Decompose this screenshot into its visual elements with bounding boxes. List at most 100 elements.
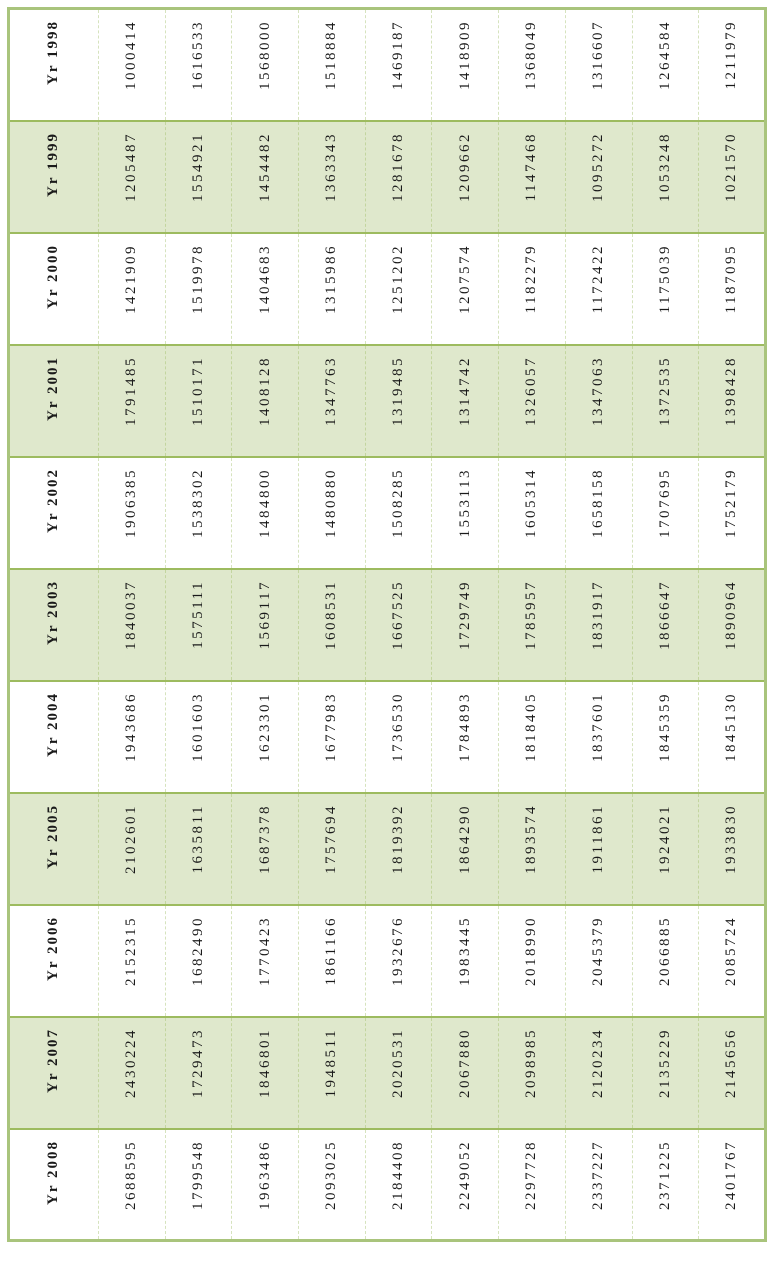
cell-value: 1021570 — [722, 131, 739, 202]
cell-value: 1623301 — [256, 691, 273, 762]
value-cell: 1172422 — [564, 231, 632, 345]
value-cell: 1601603 — [164, 679, 232, 793]
value-cell: 1616533 — [164, 8, 232, 121]
cell-value: 1924021 — [656, 803, 673, 874]
cell-value: 2120234 — [590, 1027, 607, 1098]
value-cell: 1575111 — [164, 567, 232, 681]
value-cell: 1315986 — [298, 231, 366, 345]
cell-value: 1187095 — [722, 243, 739, 313]
value-cell: 1819392 — [364, 791, 432, 905]
cell-value: 1314742 — [456, 355, 473, 426]
row-header-label: Yr 2003 — [45, 579, 62, 645]
cell-value: 2102601 — [123, 803, 140, 874]
value-cell: 1682490 — [164, 903, 232, 1017]
cell-value: 1575111 — [189, 579, 206, 649]
value-cell: 1205487 — [98, 119, 166, 233]
cell-value: 1454482 — [256, 131, 273, 202]
cell-value: 1251202 — [389, 243, 406, 314]
cell-value: 1845130 — [722, 691, 739, 762]
value-cell: 1454482 — [231, 119, 299, 233]
cell-value: 1209662 — [456, 131, 473, 202]
row-header-label: Yr 2000 — [45, 243, 62, 309]
cell-value: 1963486 — [256, 1139, 273, 1210]
value-cell: 1053248 — [631, 119, 699, 233]
cell-value: 2371225 — [656, 1139, 673, 1210]
cell-value: 2067880 — [456, 1027, 473, 1098]
value-cell: 1251202 — [364, 231, 432, 345]
year-row: Yr 1999 1205487 1554921 1454482 1363343 12816… — [8, 119, 766, 233]
value-cell: 1508285 — [364, 455, 432, 569]
cell-value: 1518884 — [323, 20, 340, 90]
value-cell: 2337227 — [564, 1127, 632, 1241]
value-cell: 1818405 — [498, 679, 566, 793]
row-header-label: Yr 2001 — [45, 355, 62, 421]
cell-value: 2135229 — [656, 1027, 673, 1098]
cell-value: 1147468 — [523, 131, 540, 201]
cell-value: 1784893 — [456, 691, 473, 762]
cell-value: 1175039 — [656, 243, 673, 313]
value-cell: 1510171 — [164, 343, 232, 457]
cell-value: 1211979 — [722, 20, 739, 90]
value-cell: 1319485 — [364, 343, 432, 457]
cell-value: 1368049 — [523, 20, 540, 90]
value-cell: 2152315 — [98, 903, 166, 1017]
value-cell: 1518884 — [298, 8, 366, 121]
value-cell: 1021570 — [698, 119, 766, 233]
cell-value: 2401767 — [722, 1139, 739, 1210]
value-cell: 2085724 — [698, 903, 766, 1017]
value-cell: 1890964 — [698, 567, 766, 681]
year-row: Yr 2006 2152315 1682490 1770423 1861166 19326… — [8, 903, 766, 1017]
cell-value: 1372535 — [656, 355, 673, 426]
cell-value: 2020531 — [389, 1027, 406, 1098]
value-cell: 1770423 — [231, 903, 299, 1017]
cell-value: 1347763 — [323, 355, 340, 426]
cell-value: 1601603 — [189, 691, 206, 762]
value-cell: 1943686 — [98, 679, 166, 793]
value-cell: 1182279 — [498, 231, 566, 345]
value-cell: 1421909 — [98, 231, 166, 345]
value-cell: 1608531 — [298, 567, 366, 681]
row-header-cell: Yr 1999 — [8, 119, 99, 233]
year-row: Yr 2007 2430224 1729473 1846801 1948511 20205… — [8, 1015, 766, 1129]
cell-value: 2337227 — [590, 1139, 607, 1210]
value-cell: 1372535 — [631, 343, 699, 457]
value-cell: 1363343 — [298, 119, 366, 233]
value-cell: 1963486 — [231, 1127, 299, 1241]
cell-value: 1785957 — [523, 579, 540, 650]
cell-value: 2184408 — [389, 1139, 406, 1210]
cell-value: 1770423 — [256, 915, 273, 986]
value-cell: 2120234 — [564, 1015, 632, 1129]
row-header-cell: Yr 2000 — [8, 231, 99, 345]
value-cell: 1538302 — [164, 455, 232, 569]
row-header-label: Yr 2007 — [45, 1027, 62, 1093]
value-cell: 1314742 — [431, 343, 499, 457]
value-cell: 1861166 — [298, 903, 366, 1017]
cell-value: 1616533 — [189, 20, 206, 90]
value-cell: 1605314 — [498, 455, 566, 569]
cell-value: 2045379 — [590, 915, 607, 986]
value-cell: 1554921 — [164, 119, 232, 233]
value-cell: 1000414 — [98, 8, 166, 121]
year-row: Yr 2000 1421909 1519978 1404683 1315986 12512… — [8, 231, 766, 345]
value-cell: 1906385 — [98, 455, 166, 569]
cell-value: 1053248 — [656, 131, 673, 202]
value-cell: 1785957 — [498, 567, 566, 681]
cell-value: 1418909 — [456, 20, 473, 90]
cell-value: 1846801 — [256, 1027, 273, 1098]
cell-value: 1205487 — [123, 131, 140, 202]
year-row: Yr 1998 1000414 1616533 1568000 1518884 14691… — [9, 8, 766, 121]
value-cell: 2018990 — [498, 903, 566, 1017]
row-header-label: Yr 2006 — [45, 915, 62, 981]
value-cell: 1484800 — [231, 455, 299, 569]
value-cell: 2093025 — [298, 1127, 366, 1241]
row-header-label: Yr 2002 — [45, 467, 62, 533]
row-header-cell: Yr 2007 — [8, 1015, 99, 1129]
value-cell: 1569117 — [231, 567, 299, 681]
value-cell: 1846801 — [231, 1015, 299, 1129]
value-cell: 1264584 — [631, 8, 699, 121]
row-header-cell: Yr 1998 — [9, 9, 99, 121]
value-cell: 1932676 — [364, 903, 432, 1017]
row-header-cell: Yr 2003 — [8, 567, 99, 681]
value-cell: 1933830 — [698, 791, 766, 905]
